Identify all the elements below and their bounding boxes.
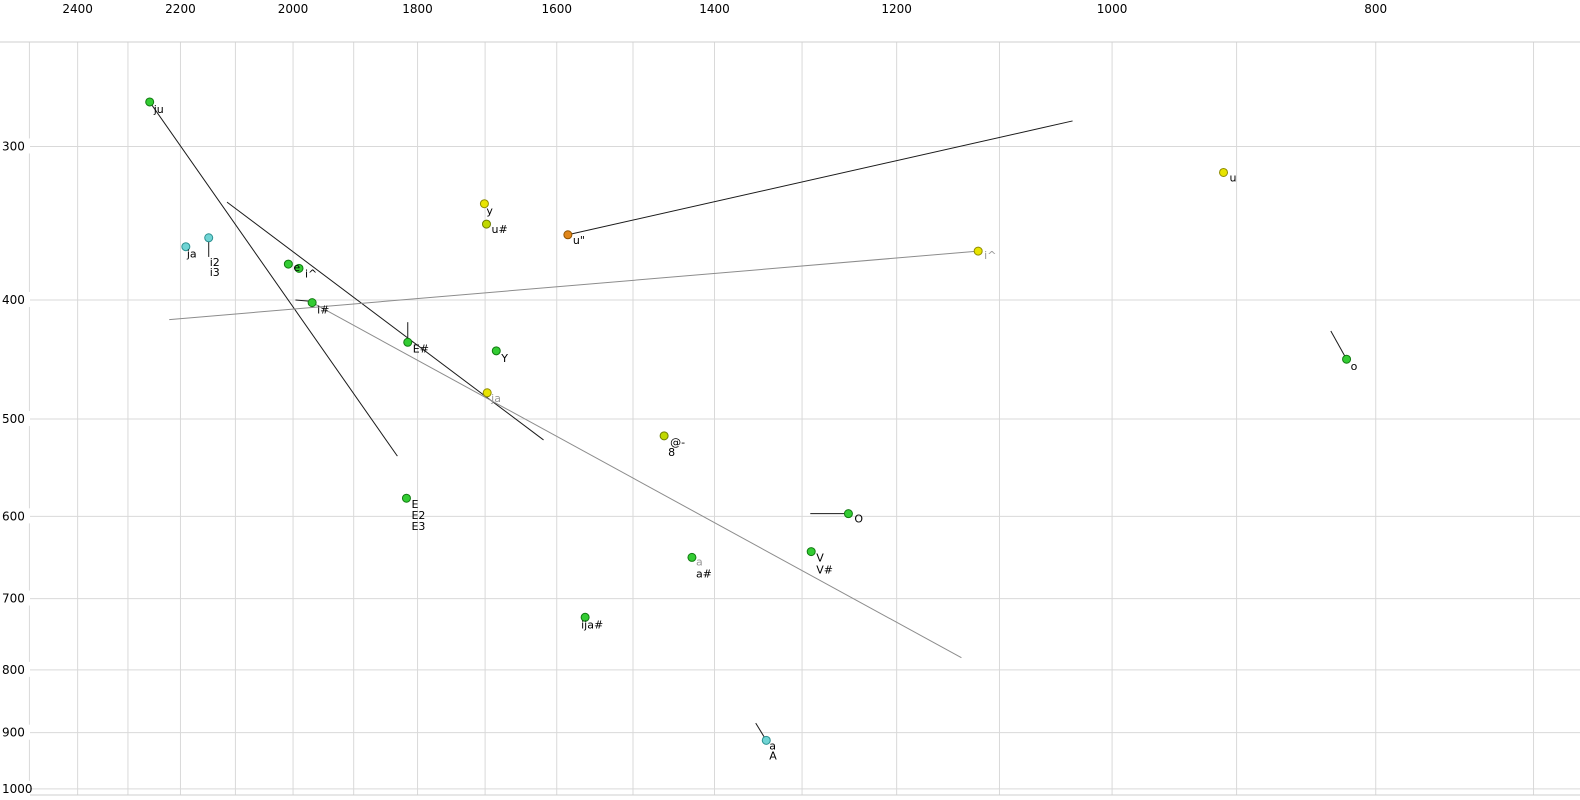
data-point-y (479, 199, 489, 209)
point-label: ju (153, 103, 164, 116)
data-point-i2-i3 (204, 233, 214, 243)
data-point-u- (481, 219, 491, 229)
data-point-i- (307, 298, 317, 308)
x-tick-label: 1400 (699, 2, 730, 16)
data-point-a- (687, 552, 697, 562)
y-tick-label: 1000 (2, 782, 33, 796)
point-label: E3 (411, 520, 425, 533)
point-label: i2 (210, 256, 220, 269)
data-point-u- (563, 230, 573, 240)
point-label: u (1230, 171, 1237, 184)
data-point-o (843, 509, 853, 519)
point-label: Y (500, 352, 508, 365)
x-tick-label: 1600 (541, 2, 572, 16)
point-label: V# (816, 564, 833, 577)
point-label: i^ (305, 267, 317, 280)
y-tick-label-bg (0, 138, 30, 154)
point-label: 8 (668, 446, 675, 459)
data-point-i-right (973, 246, 983, 256)
x-tick-label: 2000 (278, 2, 309, 16)
x-tick-label: 2400 (62, 2, 93, 16)
vector-line (311, 302, 962, 659)
point-label: a (696, 555, 703, 568)
y-tick-label-bg (0, 590, 30, 606)
y-tick-label: 600 (2, 509, 25, 523)
data-point-o (1342, 354, 1352, 364)
x-tick-label: 800 (1364, 2, 1387, 16)
point-label: E# (413, 342, 429, 355)
y-tick-label: 300 (2, 139, 25, 153)
y-tick-label-bg (0, 508, 30, 524)
point-label: ja (490, 392, 501, 405)
data-point-v (806, 547, 816, 557)
point-label: u" (573, 234, 585, 247)
data-point-- (659, 431, 669, 441)
vector-line (567, 120, 1073, 236)
y-tick-label-bg (0, 661, 30, 677)
point-label: i# (317, 304, 329, 317)
data-point-e (401, 493, 411, 503)
data-point-u (1219, 167, 1229, 177)
point-label: a# (696, 567, 712, 580)
point-label: V (816, 552, 824, 565)
data-point-ja-left (181, 242, 191, 252)
data-point-e- (403, 337, 413, 347)
y-tick-label: 400 (2, 293, 25, 307)
x-tick-label: 2200 (165, 2, 196, 16)
x-tick-label: 1200 (881, 2, 912, 16)
x-tick-label: 1800 (402, 2, 433, 16)
y-tick-label-bg (0, 291, 30, 307)
data-point-i- (294, 263, 304, 273)
data-point-a-a (761, 735, 771, 745)
point-label: @- (670, 436, 685, 449)
point-label: ija# (581, 618, 603, 631)
y-tick-label-bg (0, 724, 30, 740)
point-label: e (293, 261, 300, 274)
point-label: o (1351, 360, 1358, 373)
y-tick-label: 500 (2, 412, 25, 426)
data-point-e (283, 259, 293, 269)
data-point-y (491, 346, 501, 356)
point-label: i3 (210, 266, 220, 279)
point-label: E (411, 498, 418, 511)
y-tick-label-bg (0, 780, 30, 796)
vector-line (295, 299, 311, 302)
data-point-ja-mid (482, 388, 492, 398)
x-tick-label: 1000 (1097, 2, 1128, 16)
data-point-ija- (580, 612, 590, 622)
vector-line (169, 250, 979, 321)
point-label: a (769, 739, 776, 752)
y-tick-label: 900 (2, 726, 25, 740)
point-label: ja (186, 248, 197, 261)
data-point-ju (145, 97, 155, 107)
point-label: y (486, 205, 493, 218)
point-label: i^ (984, 249, 996, 262)
point-label: O (854, 513, 863, 526)
vector-line (1330, 330, 1348, 360)
y-tick-label-bg (0, 411, 30, 427)
point-label: u# (491, 223, 507, 236)
y-tick-label: 800 (2, 663, 25, 677)
point-label: A (769, 749, 777, 762)
y-tick-label: 700 (2, 592, 25, 606)
vector-line (149, 101, 398, 457)
point-label: E2 (411, 509, 425, 522)
